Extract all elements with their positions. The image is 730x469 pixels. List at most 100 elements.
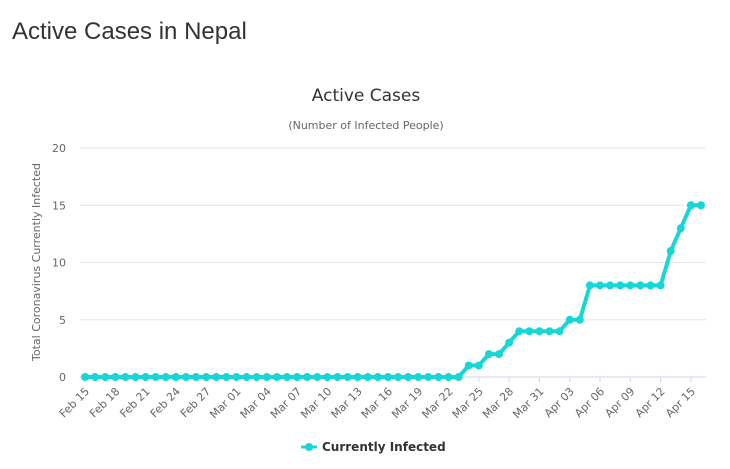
data-point[interactable] xyxy=(252,373,261,381)
x-tick-label: Mar 01 xyxy=(207,385,243,421)
data-point[interactable] xyxy=(141,373,150,381)
x-tick-label: Mar 07 xyxy=(268,385,304,421)
x-tick-label: Feb 24 xyxy=(148,385,183,420)
data-point[interactable] xyxy=(323,373,332,381)
data-point[interactable] xyxy=(101,373,110,381)
data-point[interactable] xyxy=(686,201,695,210)
grid xyxy=(80,147,706,378)
page-title: Active Cases in Nepal xyxy=(12,18,247,45)
x-tick-label: Apr 06 xyxy=(572,385,607,420)
data-point[interactable] xyxy=(303,373,312,381)
x-tick-label: Mar 22 xyxy=(419,385,455,421)
data-point[interactable] xyxy=(444,373,453,381)
chart-title: Active Cases xyxy=(312,86,421,106)
x-tick-label: Mar 16 xyxy=(359,385,395,421)
data-point[interactable] xyxy=(242,373,251,381)
data-point[interactable] xyxy=(606,281,615,290)
data-point[interactable] xyxy=(575,315,584,324)
x-tick-label: Apr 09 xyxy=(602,385,637,420)
data-point[interactable] xyxy=(202,373,211,381)
data-point[interactable] xyxy=(434,373,443,381)
y-tick-label: 0 xyxy=(59,371,66,384)
data-point[interactable] xyxy=(262,373,271,381)
data-point[interactable] xyxy=(161,373,170,381)
data-point[interactable] xyxy=(535,327,544,336)
x-tick-label: Mar 31 xyxy=(510,385,546,421)
data-point[interactable] xyxy=(495,350,504,359)
x-tick-label: Apr 15 xyxy=(663,385,698,420)
data-point[interactable] xyxy=(505,338,514,347)
data-point[interactable] xyxy=(373,373,382,381)
y-axis-ticks: 0 5 10 15 20 xyxy=(52,142,66,384)
data-point[interactable] xyxy=(222,373,231,381)
data-point[interactable] xyxy=(343,373,352,381)
data-point[interactable] xyxy=(353,373,362,381)
y-tick-label: 15 xyxy=(52,199,66,212)
data-point[interactable] xyxy=(464,361,473,370)
data-point[interactable] xyxy=(646,281,655,290)
data-point[interactable] xyxy=(282,373,291,381)
data-point[interactable] xyxy=(676,224,685,233)
data-point[interactable] xyxy=(626,281,635,290)
data-point[interactable] xyxy=(333,373,342,381)
data-point[interactable] xyxy=(232,373,241,381)
x-tick-label: Apr 03 xyxy=(542,385,577,420)
y-tick-label: 10 xyxy=(52,257,66,270)
x-tick-label: Feb 15 xyxy=(57,385,92,420)
data-point[interactable] xyxy=(636,281,645,290)
data-point[interactable] xyxy=(474,361,483,370)
x-tick-label: Mar 04 xyxy=(238,385,274,421)
y-tick-label: 5 xyxy=(59,314,66,327)
data-point[interactable] xyxy=(484,350,493,359)
x-tick-label: Feb 27 xyxy=(178,385,213,420)
data-point[interactable] xyxy=(111,373,120,381)
data-point[interactable] xyxy=(404,373,413,381)
plot-area xyxy=(81,201,705,381)
data-point[interactable] xyxy=(313,373,322,381)
x-tick-label: Apr 12 xyxy=(633,385,668,420)
data-point[interactable] xyxy=(293,373,302,381)
y-tick-label: 20 xyxy=(52,142,66,155)
data-point[interactable] xyxy=(383,373,392,381)
legend-dot-marker xyxy=(305,443,313,451)
data-point[interactable] xyxy=(697,201,705,210)
data-point[interactable] xyxy=(454,373,463,381)
y-axis-label: Total Coronavirus Currently Infected xyxy=(30,163,43,362)
x-tick-label: Mar 13 xyxy=(329,385,365,421)
data-point[interactable] xyxy=(212,373,221,381)
data-point[interactable] xyxy=(91,373,100,381)
data-point[interactable] xyxy=(394,373,403,381)
data-point[interactable] xyxy=(131,373,140,381)
data-point[interactable] xyxy=(121,373,130,381)
x-tick-label: Feb 21 xyxy=(117,385,152,420)
data-point[interactable] xyxy=(596,281,605,290)
series-line xyxy=(83,203,703,379)
data-point[interactable] xyxy=(171,373,180,381)
data-point[interactable] xyxy=(192,373,201,381)
x-tick-label: Mar 10 xyxy=(298,385,334,421)
data-point[interactable] xyxy=(151,373,160,381)
data-point[interactable] xyxy=(666,247,675,256)
x-tick-label: Mar 19 xyxy=(389,385,425,421)
data-point[interactable] xyxy=(414,373,423,381)
data-point[interactable] xyxy=(525,327,534,336)
data-point[interactable] xyxy=(656,281,665,290)
data-point[interactable] xyxy=(81,373,89,381)
data-point[interactable] xyxy=(565,315,574,324)
data-point[interactable] xyxy=(363,373,372,381)
data-point[interactable] xyxy=(181,373,190,381)
data-point[interactable] xyxy=(545,327,554,336)
data-point[interactable] xyxy=(585,281,594,290)
legend-item-currently-infected[interactable]: Currently Infected xyxy=(322,440,446,454)
x-tick-label: Mar 28 xyxy=(480,385,516,421)
data-point[interactable] xyxy=(555,327,564,336)
legend[interactable]: Currently Infected xyxy=(301,440,446,454)
data-point[interactable] xyxy=(272,373,281,381)
chart-subtitle: (Number of Infected People) xyxy=(288,119,443,132)
data-point[interactable] xyxy=(616,281,625,290)
data-point[interactable] xyxy=(424,373,433,381)
x-tick-label: Feb 18 xyxy=(87,385,122,420)
data-point[interactable] xyxy=(515,327,524,336)
